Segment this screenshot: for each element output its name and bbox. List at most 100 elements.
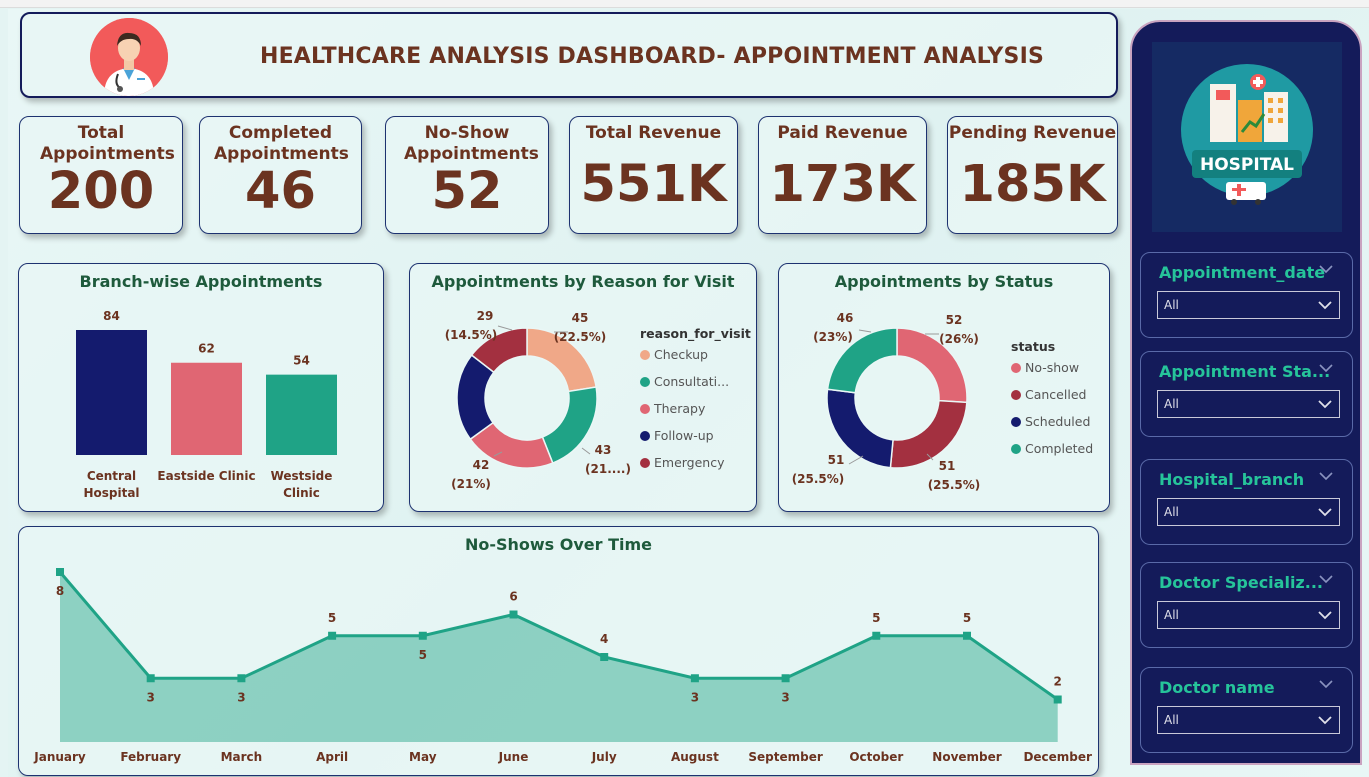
kpi-card-completed-appointments[interactable]: Completed Appointments 46 <box>199 116 362 234</box>
slice-pct-label: (14.5%) <box>445 328 498 342</box>
category-label: Clinic <box>283 486 320 500</box>
slice-count-label: 43 <box>595 443 612 457</box>
status-donut-panel[interactable]: Appointments by Status status No-show Canc… <box>778 263 1110 512</box>
chevron-down-icon[interactable] <box>1318 573 1334 585</box>
leader-line <box>858 329 872 333</box>
data-point <box>600 653 609 661</box>
reason-donut-chart: reason_for_visit Checkup Consultati... Ther… <box>445 309 751 491</box>
leader-line <box>581 447 591 455</box>
category-label: Hospital <box>83 486 139 500</box>
kpi-label: No-Show Appointments <box>404 123 539 164</box>
chevron-down-icon <box>1318 716 1332 725</box>
kpi-label: Total Revenue <box>585 123 722 143</box>
slicer-title: Doctor name <box>1159 678 1275 697</box>
kpi-label: Paid Revenue <box>777 123 908 143</box>
data-label: 5 <box>963 611 971 625</box>
legend-label: Scheduled <box>1025 414 1090 429</box>
slicer-appointment-date[interactable]: Appointment_date All <box>1140 252 1353 338</box>
chevron-down-icon[interactable] <box>1318 263 1334 275</box>
slicer-dropdown[interactable]: All <box>1157 390 1340 418</box>
legend-marker <box>1011 363 1021 373</box>
legend-title: reason_for_visit <box>640 326 751 342</box>
slicer-doctor-specialization[interactable]: Doctor Specializ... All <box>1140 562 1353 648</box>
series-line <box>58 571 1059 701</box>
slice-count-label: 46 <box>837 311 854 325</box>
leader-line <box>926 453 934 461</box>
slicer-dropdown[interactable]: All <box>1157 601 1340 629</box>
slicer-value: All <box>1164 608 1179 622</box>
chart-title: Appointments by Status <box>834 272 1054 291</box>
x-tick-label: February <box>120 750 181 764</box>
legend-label: Cancelled <box>1025 387 1086 402</box>
data-label: 54 <box>293 354 310 368</box>
chevron-down-icon <box>1318 400 1332 409</box>
chevron-down-icon[interactable] <box>1318 362 1334 374</box>
reason-donut-panel[interactable]: Appointments by Reason for Visit reason_… <box>409 263 757 512</box>
data-point <box>146 674 155 683</box>
legend-marker <box>1011 417 1021 427</box>
slice-count-label: 51 <box>939 459 956 473</box>
x-tick-label: March <box>221 750 263 764</box>
data-label: 3 <box>147 690 155 704</box>
slicer-dropdown[interactable]: All <box>1157 498 1340 526</box>
bar <box>76 330 147 455</box>
slice-pct-label: (21....) <box>585 462 631 476</box>
chart-title: Appointments by Reason for Visit <box>431 272 735 291</box>
no-shows-area-panel[interactable]: No-Shows Over Time 8 January 3 February 3 Mar… <box>18 526 1099 776</box>
bar <box>171 362 242 455</box>
hospital-logo: HOSPITAL <box>1152 42 1342 232</box>
legend-marker <box>640 458 650 468</box>
slicer-dropdown[interactable]: All <box>1157 291 1340 319</box>
slicer-appointment-status[interactable]: Appointment Sta... All <box>1140 351 1353 437</box>
donut-slice <box>826 327 898 394</box>
data-point <box>237 674 246 683</box>
kpi-label: Total Appointments <box>40 123 175 164</box>
donut-slice <box>541 386 598 465</box>
slicer-title: Hospital_branch <box>1159 470 1305 489</box>
data-label: 5 <box>419 648 427 662</box>
kpi-card-paid-revenue[interactable]: Paid Revenue 173K <box>758 116 927 234</box>
kpi-card-no-show-appointments[interactable]: No-Show Appointments 52 <box>385 116 549 234</box>
branch-bar-chart-panel[interactable]: Branch-wise Appointments 84 Central Hospit… <box>18 263 384 512</box>
x-tick-label: August <box>671 750 719 764</box>
kpi-card-pending-revenue[interactable]: Pending Revenue 185K <box>947 116 1118 234</box>
chevron-down-icon[interactable] <box>1318 678 1334 690</box>
data-label: 3 <box>237 690 245 704</box>
slicer-hospital-branch[interactable]: Hospital_branch All <box>1140 459 1353 545</box>
data-label: 5 <box>872 611 880 625</box>
kpi-value: 200 <box>47 162 155 221</box>
slicer-doctor-name[interactable]: Doctor name All <box>1140 667 1353 753</box>
donut-slice <box>470 327 528 374</box>
page-title: HEALTHCARE ANALYSIS DASHBOARD- APPOINTME… <box>259 44 1045 69</box>
slice-pct-label: (22.5%) <box>554 330 607 344</box>
kpi-value: 46 <box>245 162 316 221</box>
x-tick-label: June <box>498 750 529 764</box>
legend-marker <box>640 350 650 360</box>
doctor-avatar-icon <box>90 18 168 96</box>
legend-label: Checkup <box>654 347 708 362</box>
legend-marker <box>1011 390 1021 400</box>
data-point <box>872 631 881 640</box>
chevron-down-icon[interactable] <box>1318 470 1334 482</box>
slicer-value: All <box>1164 298 1179 312</box>
slicer-title: Appointment_date <box>1159 263 1326 282</box>
dashboard-header: HEALTHCARE ANALYSIS DASHBOARD- APPOINTME… <box>20 12 1118 98</box>
legend-title: status <box>1011 339 1055 354</box>
legend-marker <box>640 377 650 387</box>
data-point <box>963 631 971 640</box>
x-tick-label: December <box>1023 750 1092 764</box>
data-point <box>781 674 790 683</box>
data-point <box>328 631 337 640</box>
data-point <box>1053 695 1062 704</box>
kpi-value: 173K <box>769 155 916 214</box>
slicer-dropdown[interactable]: All <box>1157 706 1340 734</box>
x-tick-label: May <box>409 750 437 764</box>
top-toolbar-strip <box>0 0 1369 8</box>
chart-title: Branch-wise Appointments <box>79 272 323 291</box>
legend-marker <box>640 404 650 414</box>
slice-count-label: 42 <box>473 458 490 472</box>
kpi-value: 185K <box>959 155 1106 214</box>
kpi-card-total-appointments[interactable]: Total Appointments 200 <box>19 116 183 234</box>
legend-label: Completed <box>1025 441 1093 456</box>
kpi-card-total-revenue[interactable]: Total Revenue 551K <box>569 116 738 234</box>
